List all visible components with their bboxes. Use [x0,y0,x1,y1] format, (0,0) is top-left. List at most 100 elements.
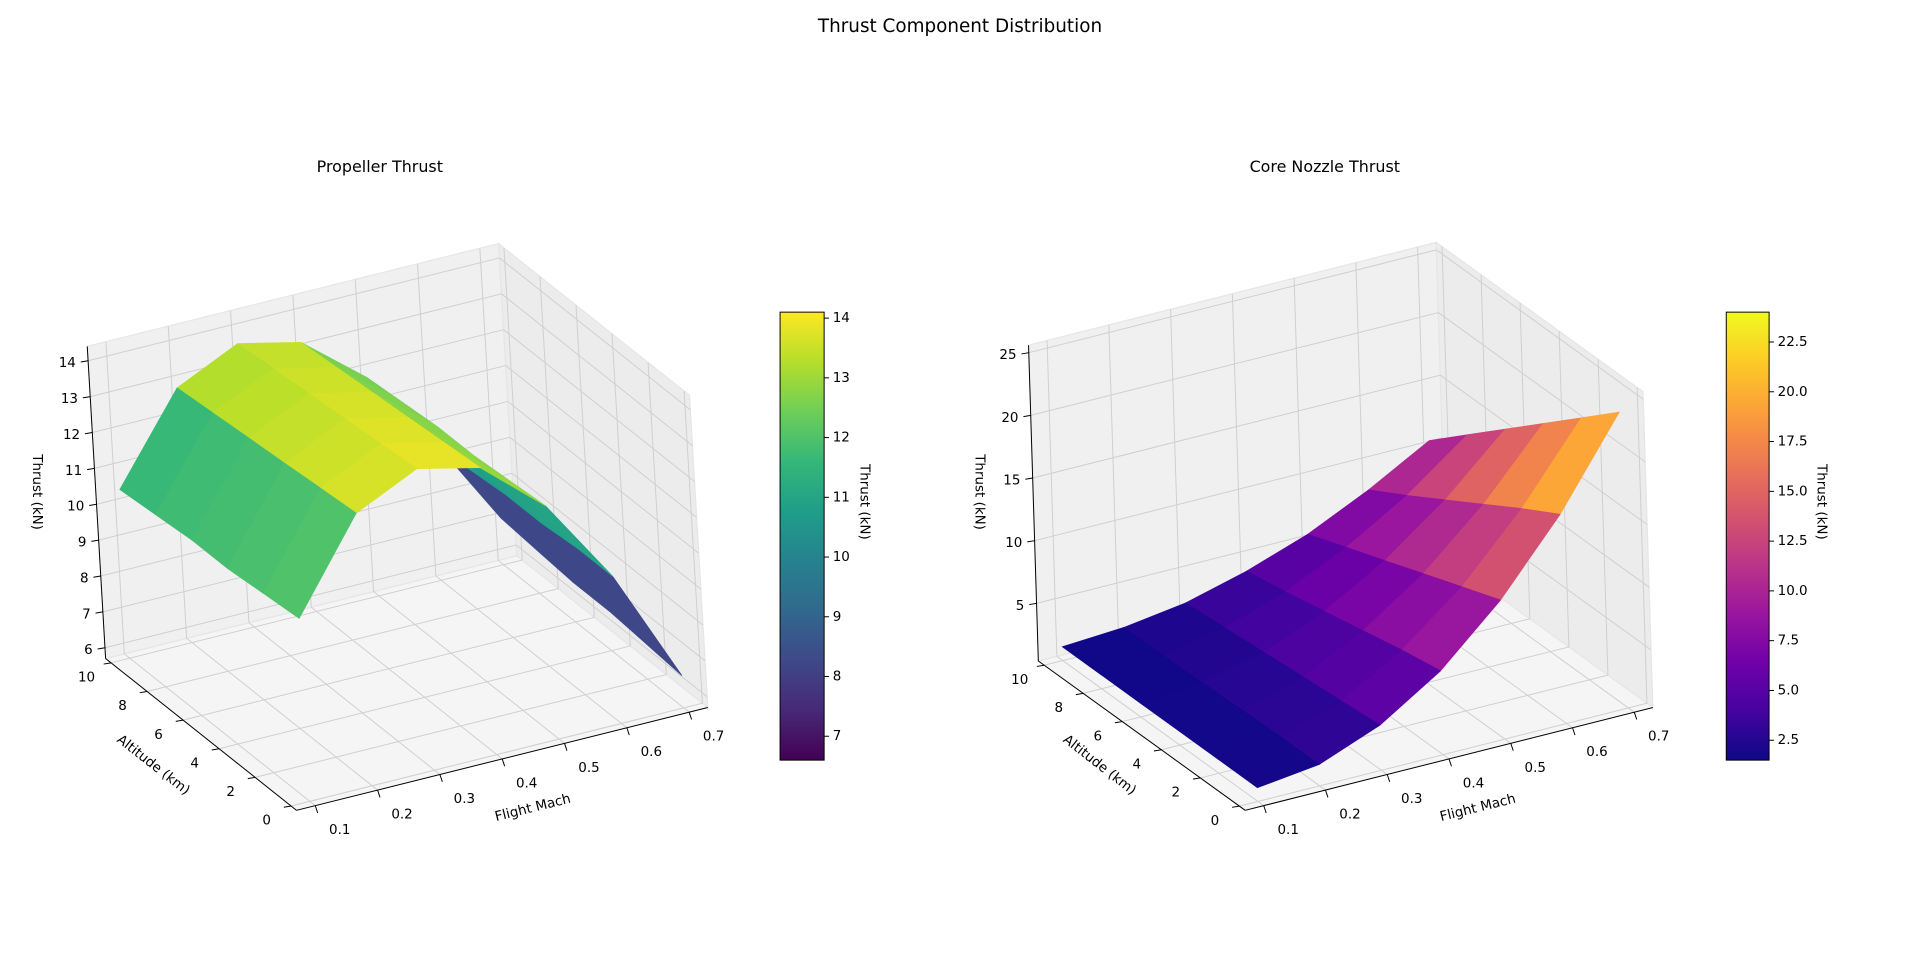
tick-mark [82,396,91,399]
y-axis-label: Altitude (km) [114,732,193,798]
colorbar-tick-label: 10.0 [1778,584,1808,599]
tick-mark [93,575,101,578]
tick-mark [103,662,112,665]
colorbar-tick-label: 2.5 [1778,733,1799,748]
x-tick-label: 0.1 [1278,823,1299,838]
tick-mark [314,805,319,814]
grid-line [1032,374,1441,479]
grid-line [291,702,703,807]
y-tick-label: 8 [1054,701,1063,716]
grid-line [509,436,702,590]
tick-mark [247,776,256,780]
grid-line [218,645,631,750]
z-axis-label: Thrust (kN) [29,453,44,530]
subplot-title: Core Nozzle Thrust [1250,157,1400,176]
tick-mark [89,503,97,506]
grid-line [505,365,697,518]
tick-mark [1023,414,1031,418]
grid-line [105,341,125,654]
grid-line [1108,324,1120,641]
grid-line [1034,437,1443,542]
z-tick-label: 12 [63,428,80,443]
tick-mark [1325,789,1329,798]
grid-line [1597,359,1609,676]
colorbar-tick-label: 7.5 [1778,634,1799,649]
grid-line [1231,293,1243,610]
grid-line [507,401,700,554]
tick-mark [1263,805,1267,814]
tick-mark [1075,692,1084,696]
grid-line [1056,655,1265,807]
x-axis-label: Flight Mach [1438,792,1517,825]
colorbar-tick-label: 12.5 [1778,534,1808,549]
x-axis-line [1245,707,1653,811]
tick-mark [1192,777,1201,780]
x-tick-label: 0.1 [329,823,350,838]
grid-line [503,329,695,482]
tick-mark [95,611,103,614]
grid-line [87,257,500,362]
colorbar-tick-label: 14 [833,311,850,326]
grid-line [1046,340,1058,657]
z-tick-label: 9 [78,536,87,551]
x-tick-label: 0.3 [1401,792,1422,807]
grid-line [1438,312,1646,463]
y-tick-label: 4 [190,756,199,771]
y-tick-label: 0 [262,814,271,829]
tick-mark [1027,540,1035,543]
tick-mark [1386,774,1391,782]
y-tick-label: 2 [1172,786,1181,801]
grid-line [511,472,704,626]
x-tick-label: 0.2 [391,808,412,823]
colorbar-tick-label: 11 [833,490,850,505]
grid-line [1028,249,1437,354]
grid-line [647,362,667,675]
y-tick-label: 8 [118,699,127,714]
surface-patch [1217,735,1320,789]
grid-line [310,606,503,760]
y-tick-label: 10 [78,671,95,686]
colorbar-tick-label: 20.0 [1778,385,1808,400]
tick-mark [87,467,95,471]
grid-line [1239,702,1648,807]
tick-mark [175,719,184,722]
grid-line [435,575,628,729]
colorbar [779,311,825,761]
tick-mark [1114,721,1123,724]
tick-mark [564,743,568,751]
tick-mark [688,712,693,720]
side-pane [497,242,709,709]
z-tick-label: 10 [67,500,84,515]
colorbar-tick-label: 13 [833,371,850,386]
tick-mark [211,748,220,751]
z-tick-label: 13 [61,392,78,407]
colorbar-label: Thrust (kN) [857,463,872,540]
z-tick-label: 5 [1016,599,1025,614]
z-tick-label: 6 [84,643,93,658]
grid-line [124,653,316,807]
grid-line [501,293,693,446]
colorbar-tick-label: 5.0 [1778,683,1799,698]
x-tick-label: 0.2 [1339,808,1360,823]
grid-line [182,616,595,721]
tick-mark [1021,352,1029,355]
grid-line [1030,312,1439,416]
surface-patch [262,487,357,619]
grid-line [499,257,691,411]
x-tick-label: 0.7 [703,730,724,745]
tick-mark [1153,749,1162,752]
z-tick-label: 20 [1001,411,1018,426]
tick-mark [501,758,506,767]
tick-mark [139,690,148,694]
subplot-title: Propeller Thrust [317,157,443,176]
tick-mark [1231,805,1240,808]
grid-line [146,588,559,692]
colorbar-tick-label: 8 [833,670,842,685]
y-tick-label: 6 [1093,729,1102,744]
tick-mark [1572,727,1576,736]
colorbar-tick-label: 7 [833,729,842,744]
tick-mark [1510,743,1514,751]
tick-mark [97,647,106,650]
